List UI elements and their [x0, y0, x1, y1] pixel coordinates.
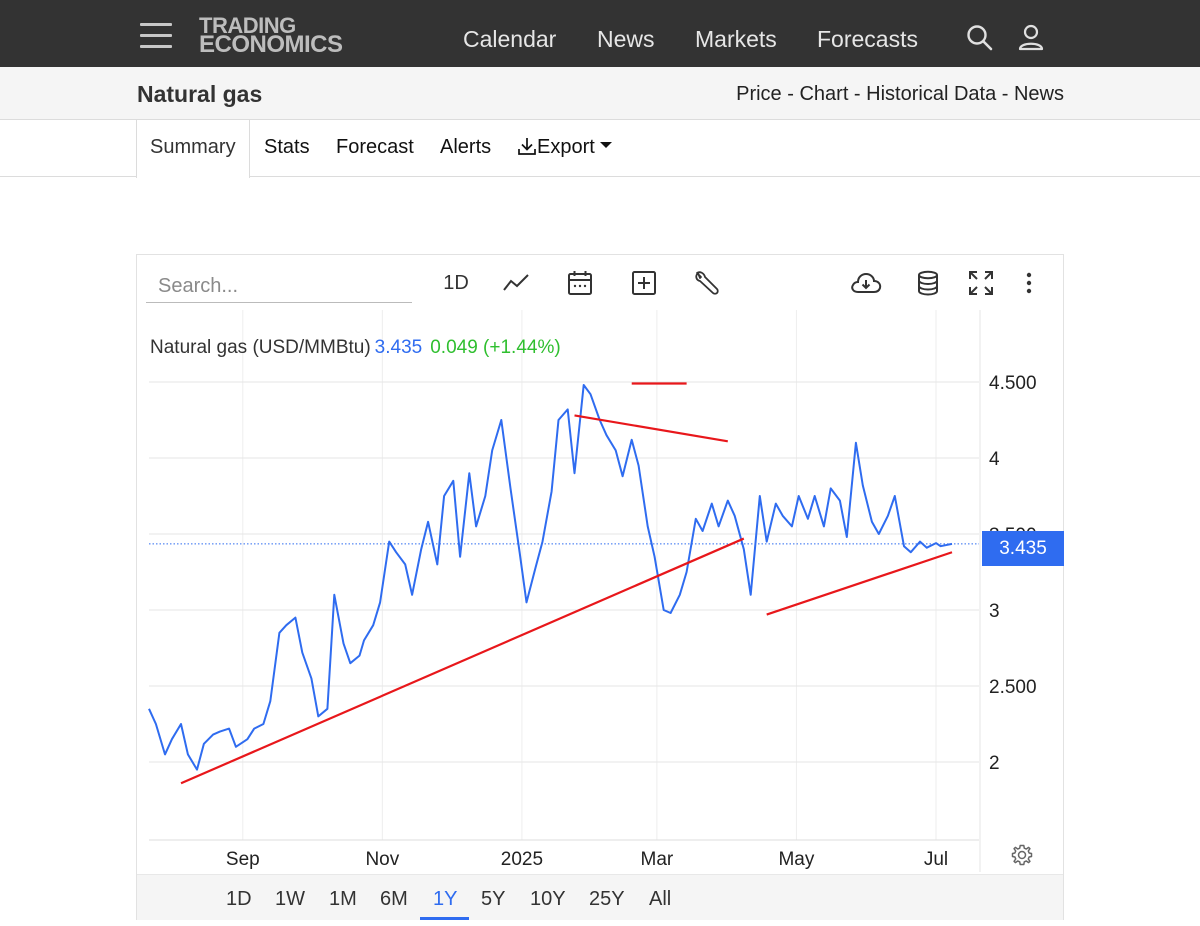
top-navigation: TRADING ECONOMICS Calendar News Markets … — [0, 0, 1200, 67]
tab-summary[interactable]: Summary — [136, 120, 250, 178]
y-tick-label: 4 — [989, 449, 1000, 470]
active-range-indicator — [420, 917, 469, 920]
crumb-separator: - — [996, 83, 1014, 105]
range-6m[interactable]: 6M — [380, 888, 408, 910]
range-selector: 1D 1W 1M 6M 1Y 5Y 10Y 25Y All — [137, 874, 1063, 920]
y-tick-label: 4.500 — [989, 373, 1037, 394]
tab-bar: Summary Stats Forecast Alerts Export — [0, 120, 1200, 178]
range-10y[interactable]: 10Y — [530, 888, 566, 910]
x-tick-label: Jul — [924, 849, 948, 870]
crumb-separator: - — [781, 83, 800, 105]
range-1m[interactable]: 1M — [329, 888, 357, 910]
x-tick-label: Mar — [641, 849, 674, 870]
tab-stats[interactable]: Stats — [264, 136, 310, 158]
nav-link-forecasts[interactable]: Forecasts — [817, 26, 918, 52]
database-icon[interactable] — [913, 265, 943, 301]
chart-legend: Natural gas (USD/MMBtu) 3.435 0.049 (+1.44… — [150, 337, 561, 359]
crumb-news[interactable]: News — [1013, 83, 1064, 105]
crumb-historical-data[interactable]: Historical Data — [866, 83, 997, 105]
gear-icon[interactable] — [1010, 843, 1034, 867]
tab-export[interactable]: Export — [517, 120, 612, 177]
user-icon[interactable] — [1018, 24, 1044, 52]
add-box-icon[interactable] — [628, 265, 660, 301]
nav-link-markets[interactable]: Markets — [695, 26, 777, 52]
range-1d[interactable]: 1D — [226, 888, 252, 910]
x-tick-label: May — [778, 849, 814, 870]
tab-alerts[interactable]: Alerts — [440, 136, 492, 158]
price-series-line — [148, 384, 953, 771]
menu-icon[interactable] — [140, 23, 172, 48]
crumb-price[interactable]: Price — [736, 83, 782, 105]
nav-link-news[interactable]: News — [597, 26, 655, 52]
legend-change: 0.049 (+1.44%) — [430, 337, 561, 358]
interval-button[interactable]: 1D — [443, 271, 469, 294]
trendline — [766, 551, 953, 616]
y-tick-label: 2 — [989, 753, 1000, 774]
wrench-icon[interactable] — [691, 265, 723, 301]
title-bar: Natural gas Price - Chart - Historical D… — [0, 67, 1200, 120]
cloud-download-icon[interactable] — [849, 265, 883, 301]
logo[interactable]: TRADING ECONOMICS — [199, 13, 343, 58]
more-vertical-icon[interactable] — [1017, 265, 1041, 301]
legend-price: 3.435 — [374, 337, 423, 358]
tab-forecast[interactable]: Forecast — [336, 136, 414, 158]
chart-panel: 1D — [136, 254, 1064, 920]
download-icon — [518, 137, 536, 155]
crumb-separator: - — [848, 83, 867, 105]
range-all[interactable]: All — [649, 888, 672, 910]
logo-line1: TRADING — [199, 13, 296, 38]
fullscreen-icon[interactable] — [965, 265, 997, 301]
breadcrumb: Price - Chart - Historical Data - News — [736, 83, 1064, 106]
range-5y[interactable]: 5Y — [481, 888, 506, 910]
y-tick-label: 2.500 — [989, 677, 1037, 698]
logo-line2: ECONOMICS — [199, 31, 343, 58]
last-price-tag: 3.435 — [982, 531, 1064, 566]
trendline — [574, 414, 728, 443]
caret-down-icon — [599, 141, 612, 148]
calendar-icon[interactable] — [564, 265, 596, 301]
y-tick-label: 3 — [989, 601, 1000, 622]
nav-link-calendar[interactable]: Calendar — [463, 26, 557, 52]
range-25y[interactable]: 25Y — [589, 888, 625, 910]
range-1y[interactable]: 1Y — [433, 888, 458, 910]
x-tick-label: 2025 — [501, 849, 543, 870]
range-1w[interactable]: 1W — [275, 888, 305, 910]
x-tick-label: Sep — [226, 849, 260, 870]
page-title: Natural gas — [137, 81, 263, 107]
trendline — [180, 537, 745, 785]
search-icon[interactable] — [966, 24, 994, 52]
legend-series-name: Natural gas (USD/MMBtu) — [150, 337, 371, 358]
line-chart-icon[interactable] — [500, 265, 532, 301]
export-label: Export — [537, 136, 595, 158]
x-tick-label: Nov — [365, 849, 399, 870]
search-input[interactable] — [146, 271, 412, 303]
crumb-chart[interactable]: Chart — [799, 83, 849, 105]
